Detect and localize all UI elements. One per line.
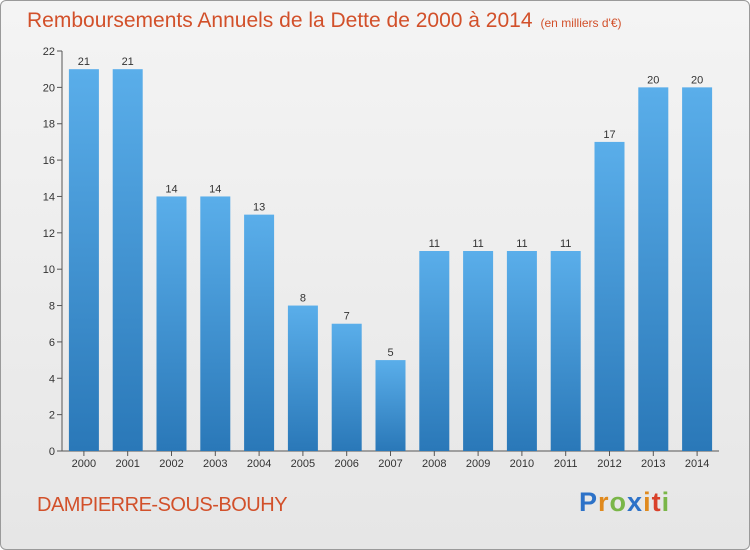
x-tick-label-2005: 2005 bbox=[291, 458, 315, 470]
bar-2002 bbox=[156, 196, 187, 451]
bar-2005 bbox=[287, 305, 318, 451]
chart-title-text: Remboursements Annuels de la Dette de 20… bbox=[27, 9, 533, 32]
y-tick-label: 6 bbox=[49, 337, 55, 349]
x-tick-label-2010: 2010 bbox=[510, 458, 534, 470]
x-tick-label-2008: 2008 bbox=[422, 458, 446, 470]
data-label-2008: 11 bbox=[429, 238, 440, 250]
data-label-2010: 11 bbox=[516, 238, 527, 250]
bar-2000 bbox=[68, 69, 99, 451]
x-tick-label-2004: 2004 bbox=[247, 458, 271, 470]
x-tick-label-2001: 2001 bbox=[115, 458, 139, 470]
x-tick-label-2007: 2007 bbox=[378, 458, 402, 470]
bar-2009 bbox=[463, 251, 494, 451]
chart-subtitle: (en milliers d'€) bbox=[540, 16, 622, 30]
bar-2012 bbox=[594, 141, 625, 451]
y-tick-label: 22 bbox=[43, 46, 55, 58]
data-label-2002: 14 bbox=[165, 183, 177, 195]
x-tick-label-2014: 2014 bbox=[685, 458, 709, 470]
data-label-2004: 13 bbox=[253, 202, 265, 214]
y-tick-label: 20 bbox=[43, 82, 55, 94]
bar-2001 bbox=[112, 69, 143, 451]
x-tick-label-2006: 2006 bbox=[334, 458, 358, 470]
y-tick-label: 12 bbox=[43, 228, 55, 240]
x-tick-label-2000: 2000 bbox=[72, 458, 96, 470]
bar-2008 bbox=[419, 251, 450, 451]
y-tick-label: 0 bbox=[49, 446, 55, 458]
x-tick-label-2009: 2009 bbox=[466, 458, 490, 470]
data-label-2000: 21 bbox=[78, 56, 90, 68]
x-tick-label-2002: 2002 bbox=[159, 458, 183, 470]
data-label-2006: 7 bbox=[344, 311, 350, 323]
data-label-2011: 11 bbox=[560, 238, 571, 250]
chart-title: Remboursements Annuels de la Dette de 20… bbox=[27, 9, 622, 33]
data-label-2003: 14 bbox=[209, 183, 221, 195]
y-tick-label: 16 bbox=[43, 155, 55, 167]
y-tick-label: 10 bbox=[43, 264, 55, 276]
bar-2014 bbox=[682, 87, 713, 451]
bar-chart: 0 2 4 6 8 10 12 14 16 18 20 22 2000 2001 2002 2003 2004 2… bbox=[43, 46, 719, 470]
proxiti-logo: Proxiti bbox=[579, 487, 671, 517]
bar-2006 bbox=[331, 323, 362, 451]
x-tick-label-2013: 2013 bbox=[641, 458, 665, 470]
y-tick-label: 18 bbox=[43, 119, 55, 131]
bar-2004 bbox=[244, 214, 275, 451]
x-tick-label-2012: 2012 bbox=[597, 458, 621, 470]
x-tick-label-2011: 2011 bbox=[554, 458, 578, 470]
bar-2010 bbox=[506, 251, 537, 451]
data-label-2014: 20 bbox=[691, 74, 703, 86]
bar-2007 bbox=[375, 360, 406, 451]
commune-name: DAMPIERRE-SOUS-BOUHY bbox=[37, 494, 288, 516]
data-label-2009: 11 bbox=[472, 238, 483, 250]
x-tick-label-2003: 2003 bbox=[203, 458, 227, 470]
data-label-2001: 21 bbox=[122, 56, 134, 68]
y-tick-label: 8 bbox=[49, 301, 55, 313]
bar-2003 bbox=[200, 196, 231, 451]
bar-2013 bbox=[638, 87, 669, 451]
data-label-2012: 17 bbox=[603, 129, 615, 141]
data-label-2013: 20 bbox=[647, 74, 659, 86]
y-tick-label: 14 bbox=[43, 191, 55, 203]
y-tick-label: 4 bbox=[49, 373, 55, 385]
data-label-2005: 8 bbox=[300, 293, 306, 305]
y-tick-label: 2 bbox=[49, 410, 55, 422]
data-label-2007: 5 bbox=[387, 347, 393, 359]
bar-2011 bbox=[550, 251, 581, 451]
